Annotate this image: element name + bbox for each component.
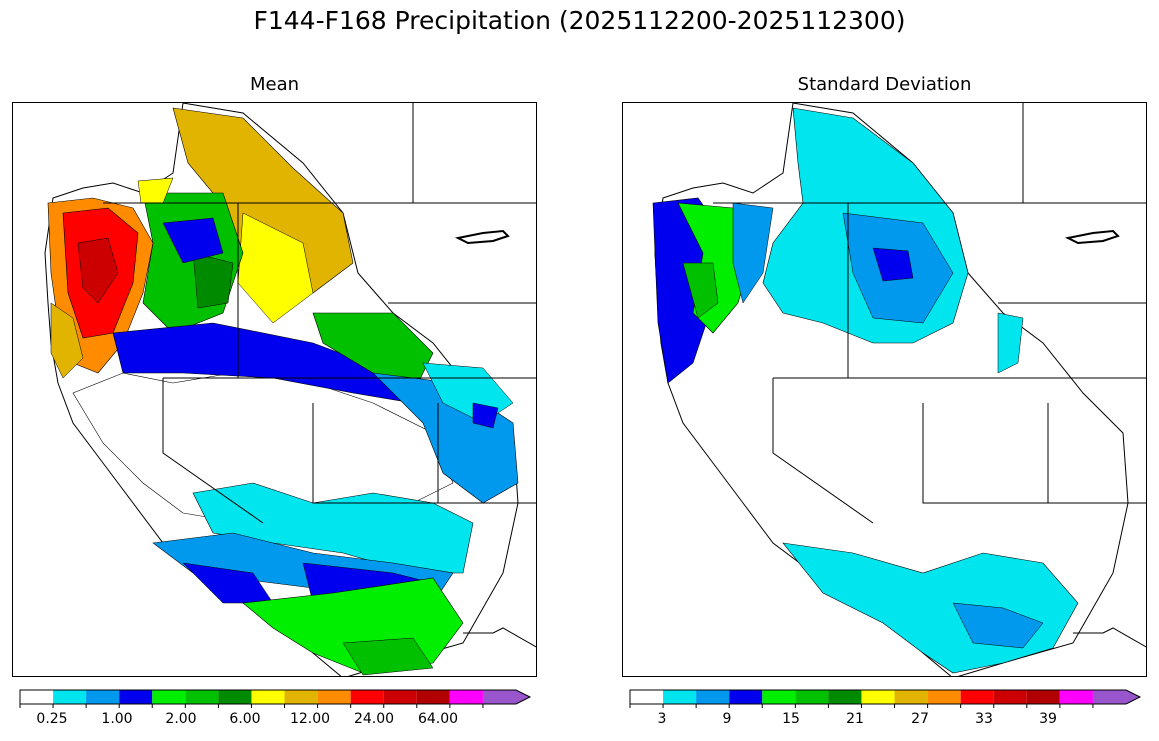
std-colorbar: [629, 689, 1142, 708]
coast-gold: [50, 302, 84, 379]
coast-dark-red: [77, 237, 119, 304]
mean-tick-label: 12.00: [289, 711, 331, 727]
colorbar-segment: [218, 690, 252, 704]
colorbar-outline: [19, 689, 532, 705]
colorbar-segment: [416, 690, 450, 704]
mean-tick-label: 24.00: [353, 711, 395, 727]
rockies-dark-green: [192, 252, 234, 309]
rockies-blue: [162, 217, 224, 264]
std-tick-label: 27: [911, 711, 929, 727]
east-cyan-spot: [997, 312, 1024, 374]
colorbar-segment: [696, 690, 730, 704]
colorbar-segment: [960, 690, 994, 704]
colorbar-segment: [185, 690, 219, 704]
east-blue-spot: [472, 402, 499, 429]
colorbar-segment: [828, 690, 862, 704]
mean-tick-label: 2.00: [165, 711, 197, 727]
std-tick-label: 39: [1039, 711, 1057, 727]
lake-glyph: [454, 229, 510, 245]
colorbar-segment: [795, 690, 829, 704]
colorbar-segment: [1026, 690, 1060, 704]
std-tick-label: 33: [975, 711, 993, 727]
colorbar-segment: [284, 690, 318, 704]
mean-tick-label: 1.00: [101, 711, 133, 727]
colorbar-segment: [449, 690, 483, 704]
colorbar-segment: [119, 690, 153, 704]
figure-title: F144-F168 Precipitation (2025112200-2025…: [253, 6, 906, 35]
std-tick-label: 9: [722, 711, 732, 727]
colorbar-segment: [927, 690, 961, 704]
colorbar-extend-arrow: [482, 690, 530, 704]
std-map-svg: [652, 103, 1146, 676]
colorbar-segment: [630, 690, 664, 704]
mean-colorbar-svg: [19, 689, 532, 708]
lake-glyph: [1064, 229, 1120, 245]
colorbar-segment: [993, 690, 1027, 704]
mean-tick-label: 64.00: [417, 711, 459, 727]
colorbar-segment: [53, 690, 87, 704]
colorbar-segment: [317, 690, 351, 704]
colorbar-outline: [629, 689, 1142, 705]
colorbar-segment: [152, 690, 186, 704]
south-light-blue: [952, 602, 1044, 649]
mean-colorbar: [19, 689, 532, 708]
southwest-dark-green: [342, 637, 434, 676]
boundaries: [103, 103, 536, 648]
colorbar-segment: [861, 690, 895, 704]
mean-panel-title: Mean: [249, 74, 300, 95]
colorbar-segment: [729, 690, 763, 704]
colorbar-segment: [251, 690, 285, 704]
boundaries: [713, 103, 1146, 648]
mean-map-svg: [44, 103, 536, 676]
central-blue-band: [112, 322, 414, 404]
mean-tick-label: 6.00: [229, 711, 261, 727]
north-blue: [872, 247, 914, 282]
std-tick-label: 3: [657, 711, 667, 727]
colorbar-extend-arrow: [1092, 690, 1140, 704]
std-tick-label: 15: [782, 711, 800, 727]
colorbar-segment: [1059, 690, 1093, 704]
colorbar-segment: [20, 690, 54, 704]
colorbar-segment: [86, 690, 120, 704]
colorbar-segment: [663, 690, 697, 704]
coast-light-blue: [732, 202, 774, 304]
mean-tick-label: 0.25: [36, 711, 68, 727]
coast-dark-green: [682, 262, 719, 319]
colorbar-segment: [350, 690, 384, 704]
std-panel-title: Standard Deviation: [797, 74, 972, 95]
std-tick-label: 21: [846, 711, 864, 727]
colorbar-segment: [762, 690, 796, 704]
rockies-yellow: [237, 212, 314, 324]
mean-map: [12, 102, 537, 677]
colorbar-segment: [894, 690, 928, 704]
std-map: [622, 102, 1147, 677]
std-colorbar-svg: [629, 689, 1142, 708]
colorbar-segment: [383, 690, 417, 704]
